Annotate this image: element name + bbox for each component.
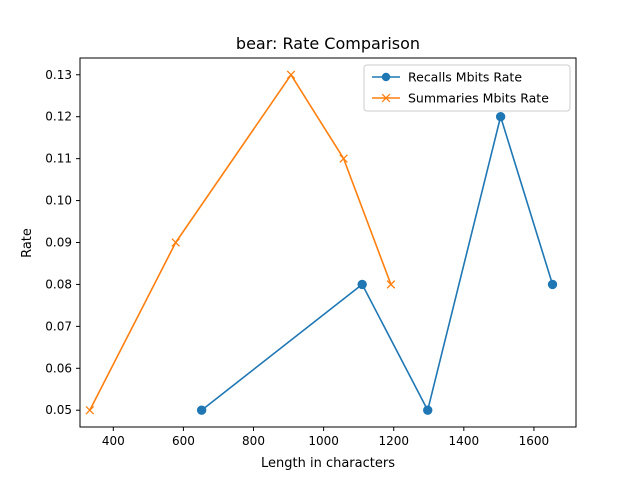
x-tick-label: 600 [172,434,195,448]
legend-frame [363,64,571,112]
legend-marker [381,72,391,82]
data-point [423,405,433,415]
x-tick-label: 1400 [449,434,480,448]
data-point [386,280,396,289]
x-axis-label: Length in characters [261,456,395,471]
series-recalls-mbits-rate [196,112,558,415]
legend-marker [381,93,391,103]
y-tick-label: 0.09 [45,236,72,250]
data-point [339,154,348,163]
data-point [85,405,95,415]
legend-item: Summaries Mbits Rate [372,91,549,106]
y-axis: 0.05 0.06 0.07 0.08 0.09 0.10 0.11 0.12 0.13 [45,68,80,417]
y-tick-label: 0.10 [45,194,72,208]
y-tick-label: 0.11 [45,152,72,166]
data-point [196,405,207,415]
y-tick-label: 0.12 [45,110,72,124]
data-point [495,112,506,122]
x-tick-label: 1000 [308,434,339,448]
y-axis-label: Rate [20,228,35,258]
legend-item: Recalls Mbits Rate [372,70,522,85]
legend: Recalls Mbits Rate Summaries Mbits Rate [363,64,571,112]
y-tick-label: 0.05 [45,403,72,417]
chart-title: bear: Rate Comparison [236,34,420,53]
data-point [171,238,180,247]
y-tick-label: 0.06 [45,361,72,375]
x-tick-label: 1600 [519,434,550,448]
y-tick-label: 0.13 [45,68,72,82]
data-point [357,279,367,290]
data-point [286,70,296,80]
x-tick-label: 800 [242,434,265,448]
series-summaries-mbits-rate [85,70,396,415]
y-tick-label: 0.08 [45,277,72,291]
series-layer [85,70,558,415]
y-tick-label: 0.07 [45,319,72,333]
legend-label: Summaries Mbits Rate [408,91,549,106]
x-axis: 400 600 800 1000 1200 1400 1600 [102,427,549,448]
legend-label: Recalls Mbits Rate [408,70,522,85]
x-tick-label: 1200 [378,434,409,448]
data-point [547,279,558,290]
x-tick-label: 400 [102,434,125,448]
